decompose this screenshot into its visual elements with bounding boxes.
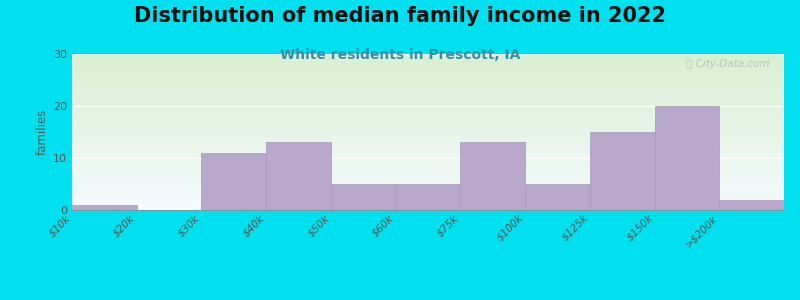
Text: ⓘ City-Data.com: ⓘ City-Data.com: [686, 59, 770, 69]
Bar: [72, 205, 137, 210]
Bar: [266, 142, 331, 210]
Y-axis label: families: families: [36, 109, 49, 155]
Text: White residents in Prescott, IA: White residents in Prescott, IA: [280, 48, 520, 62]
Bar: [590, 132, 654, 210]
Bar: [460, 142, 525, 210]
Bar: [202, 153, 266, 210]
Bar: [719, 200, 784, 210]
Bar: [331, 184, 396, 210]
Bar: [396, 184, 460, 210]
Bar: [525, 184, 590, 210]
Bar: [654, 106, 719, 210]
Text: Distribution of median family income in 2022: Distribution of median family income in …: [134, 6, 666, 26]
